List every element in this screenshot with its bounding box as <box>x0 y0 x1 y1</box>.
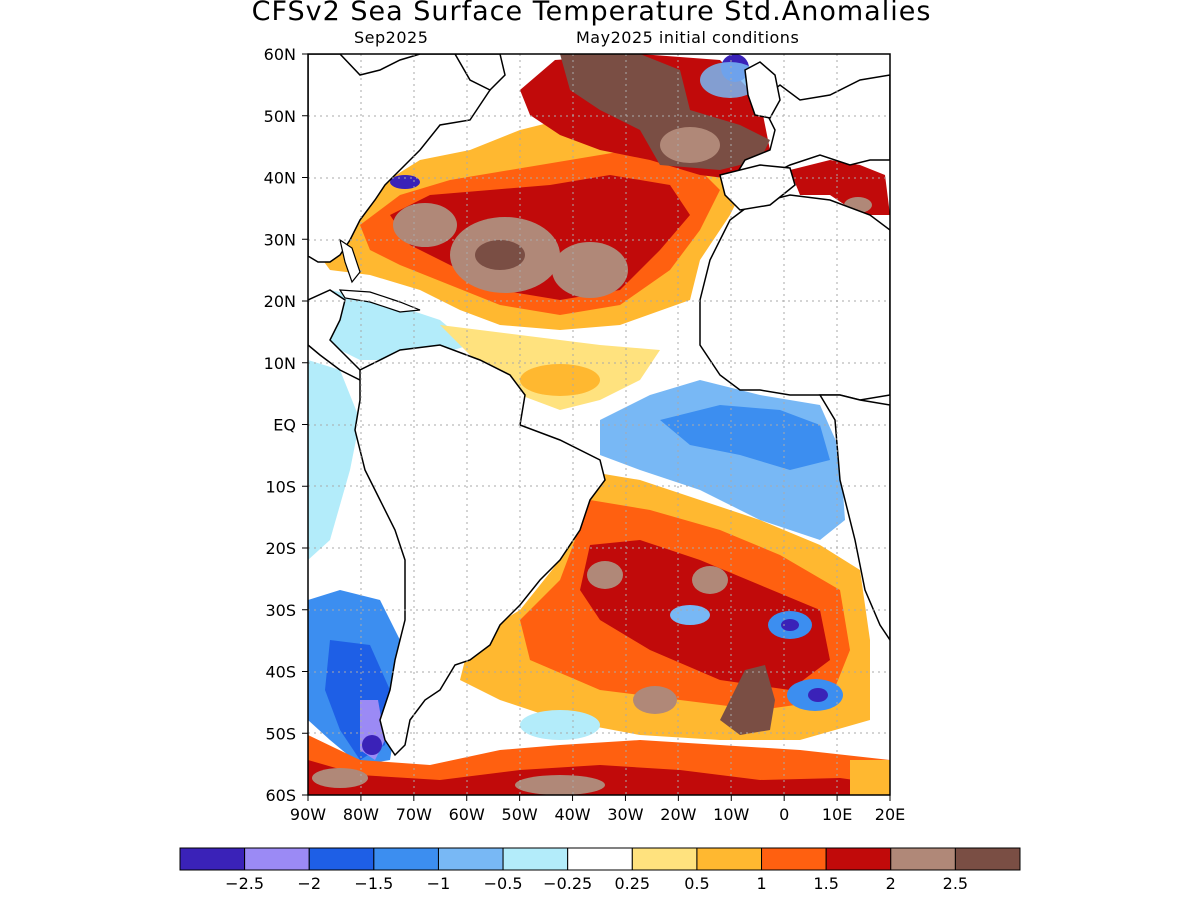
colorbar-labels: −2.5 −2 −1.5 −1 −0.5 −0.25 0.25 0.5 1 1.5 2 2.5 <box>225 874 968 893</box>
anomaly-patch-so-max-b <box>312 768 368 788</box>
lon-label: 40W <box>554 805 590 824</box>
lon-label: 50W <box>502 805 538 824</box>
colorbar-label: 2 <box>886 874 896 893</box>
lon-label: 70W <box>396 805 432 824</box>
land-south-america <box>354 344 606 757</box>
anomaly-region-peru-cool <box>308 360 360 560</box>
anomaly-patch-sa-cool-c <box>670 605 710 625</box>
longitude-labels: 90W 80W 70W 60W 50W 40W 30W 20W 10W 0 10E 20E <box>290 795 905 824</box>
anomaly-patch-so-se-warm <box>850 760 890 795</box>
lat-label: 30N <box>264 230 296 249</box>
colorbar-swatch <box>761 847 827 871</box>
anomaly-region-caribbean-cool <box>320 290 470 360</box>
colorbar-swatch <box>825 847 892 871</box>
colorbar-swatch <box>567 847 633 871</box>
land-british-isles <box>744 61 781 119</box>
lon-label: 10E <box>822 805 852 824</box>
lon-label: 60W <box>449 805 485 824</box>
colorbar-label: 2.5 <box>943 874 968 893</box>
init-conditions-label: May2025 initial conditions <box>576 28 800 47</box>
anomaly-patch-sa-max-b <box>692 566 728 594</box>
anomaly-region-gulf-guinea-cool <box>660 405 830 470</box>
lat-label: 40N <box>264 169 296 188</box>
anomaly-patch-sa-max-c <box>633 686 677 714</box>
colorbar-swatch <box>437 847 504 871</box>
lon-label: 20W <box>660 805 696 824</box>
colorbar-swatch <box>179 847 246 871</box>
colorbar-label: −2.5 <box>225 874 264 893</box>
colorbar-label: 0.25 <box>614 874 650 893</box>
lat-label: 60N <box>264 45 296 64</box>
colorbar-label: 1 <box>756 874 766 893</box>
anomaly-patch-max-d <box>475 240 525 270</box>
chart-title: CFSv2 Sea Surface Temperature Std.Anomal… <box>251 0 932 27</box>
anomaly-patch-sa-cool-b-core <box>808 688 828 702</box>
anomaly-patch-so-max <box>515 775 605 795</box>
lat-label: 40S <box>265 663 296 682</box>
land-florida <box>339 238 361 284</box>
colorbar-label: −0.5 <box>484 874 523 893</box>
anomaly-patch-ne-light <box>660 127 720 163</box>
colorbar-swatch <box>631 847 698 871</box>
lon-label: 90W <box>290 805 326 824</box>
lat-label: 10S <box>265 477 296 496</box>
colorbar-swatch <box>954 847 1021 871</box>
colorbar-swatch <box>890 847 956 871</box>
lat-label: EQ <box>273 416 296 435</box>
colorbar <box>179 847 1021 871</box>
colorbar-swatch <box>696 847 763 871</box>
anomaly-region-southern-ocean-strong <box>308 760 890 795</box>
colorbar-swatch <box>244 847 310 871</box>
lat-label: 30S <box>265 601 296 620</box>
colorbar-label: −1 <box>427 874 451 893</box>
land-greenland-tip <box>454 54 506 91</box>
land-iberia <box>719 164 796 211</box>
colorbar-swatch <box>502 847 569 871</box>
latitude-labels: 60N 50N 40N 30N 20N 10N EQ 10S 20S 30S 40S 50S 60S <box>264 45 308 805</box>
anomaly-patch-us-coast-cool <box>390 175 420 189</box>
lon-label: 20E <box>875 805 905 824</box>
colorbar-label: 1.5 <box>813 874 838 893</box>
colorbar-label: −0.25 <box>543 874 592 893</box>
land-southern-africa <box>818 394 890 642</box>
valid-month-label: Sep2025 <box>354 28 429 47</box>
anomaly-patch-sa-cool-d <box>520 710 600 740</box>
colorbar-swatch <box>308 847 375 871</box>
anomaly-patch-max-c <box>393 203 457 247</box>
anomaly-patch-sa-cool-a-core <box>781 619 799 631</box>
lat-label: 10N <box>264 354 296 373</box>
lon-label: 80W <box>343 805 379 824</box>
colorbar-swatch <box>373 847 439 871</box>
lat-label: 60S <box>265 786 296 805</box>
lon-label: 10W <box>713 805 749 824</box>
colorbar-label: −1.5 <box>354 874 393 893</box>
colorbar-label: 0.5 <box>684 874 709 893</box>
lat-label: 20S <box>265 539 296 558</box>
lat-label: 50N <box>264 107 296 126</box>
map-gridlines <box>308 54 890 795</box>
lon-label: 30W <box>607 805 643 824</box>
anomaly-patch-sa-max-d <box>720 665 775 735</box>
land-north-america <box>308 54 491 263</box>
lat-label: 20N <box>264 292 296 311</box>
lon-label: 0 <box>779 805 789 824</box>
anomaly-patch-tropical-orange <box>520 364 600 396</box>
lat-label: 50S <box>265 724 296 743</box>
land-africa <box>699 194 890 401</box>
anomaly-patch-patagonia-cold-core <box>362 735 382 755</box>
colorbar-label: −2 <box>297 874 321 893</box>
anomaly-patch-max-b <box>552 242 628 298</box>
anomaly-patch-sa-max-a <box>587 561 623 589</box>
